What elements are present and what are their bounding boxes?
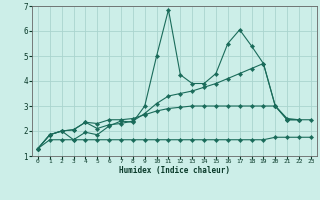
- X-axis label: Humidex (Indice chaleur): Humidex (Indice chaleur): [119, 166, 230, 175]
